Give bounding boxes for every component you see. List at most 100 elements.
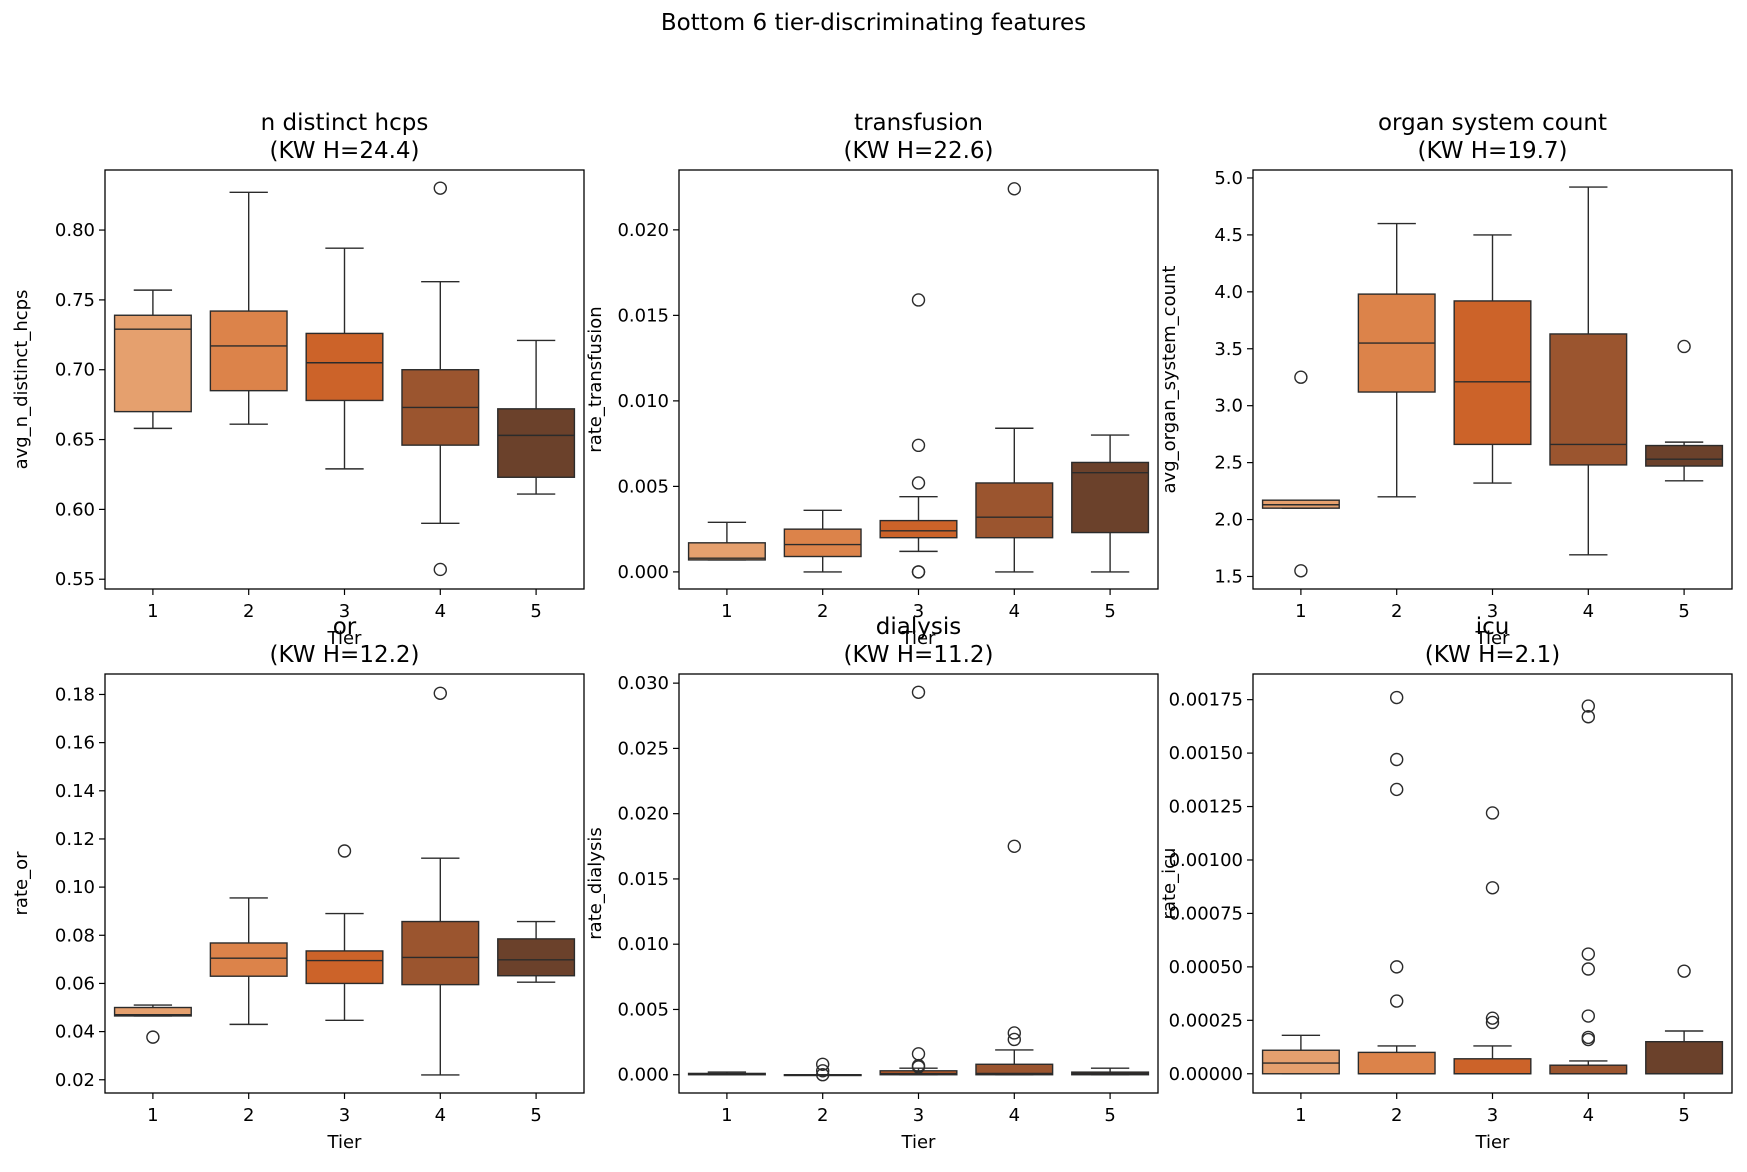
y-tick-label: 3.5 [1214,339,1243,360]
box-tier-2 [1357,222,1436,498]
subplot-3: organ system count(KW H=19.7) 1.5 2.0 2.5 3.… [1159,110,1733,649]
box-tier-2 [1357,690,1436,1075]
x-tick-label: 4 [1583,601,1594,622]
box-tier-5 [1071,1067,1150,1076]
subplot-subtitle: (KW H=11.2) [843,642,993,668]
subplot-title: n distinct hcps [261,110,429,136]
y-tick-label: 0.70 [55,360,95,381]
outlier-point [1581,962,1596,976]
subplot-title: organ system count [1378,110,1607,136]
outlier-point [816,1064,830,1078]
y-tick-label: 0.010 [617,391,669,412]
outlier-point [911,438,926,453]
outlier-point [1389,782,1404,797]
iqr-box [879,519,958,539]
x-tick-label: 3 [339,601,350,622]
subplot-6: icu(KW H=2.1) 0.00000 0.00025 0.00050 0.0007… [1159,614,1733,1153]
x-tick-label: 3 [913,601,924,622]
y-tick-label: 0.020 [617,220,669,241]
outlier-point [1581,699,1596,713]
box-tier-1 [1261,1034,1340,1075]
y-tick-label: 0.00075 [1169,903,1243,924]
x-tick-label: 3 [913,1105,924,1126]
y-tick-label: 0.00125 [1169,797,1243,818]
axes-frame [104,169,585,590]
x-tick-label: 2 [817,1105,828,1126]
iqr-box [497,938,576,977]
y-axis-label: rate_icu [1159,848,1180,920]
subplot-1: n distinct hcps(KW H=24.4) 0.55 0.60 0.65 0.… [11,110,585,649]
box-tier-4 [975,182,1054,573]
iqr-box [1357,1051,1436,1075]
y-tick-label: 0.18 [55,684,95,705]
x-tick-label: 5 [1678,1105,1689,1126]
box-tier-1 [687,521,766,561]
y-tick-label: 0.65 [55,430,95,451]
y-tick-label: 0.030 [617,673,669,694]
x-tick-label: 5 [1104,1105,1115,1126]
y-tick-label: 1.5 [1214,566,1243,587]
x-tick-label: 2 [243,1105,254,1126]
x-tick-label: 3 [1487,1105,1498,1126]
box-tier-1 [1261,370,1340,578]
subplot-4: or(KW H=12.2) 0.02 0.04 0.06 0.08 0.10 0.12 0.1… [11,614,585,1153]
x-tick-label: 5 [530,1105,541,1126]
x-tick-label: 4 [435,1105,446,1126]
box-tier-5 [1645,964,1724,1075]
x-tick-label: 2 [817,601,828,622]
iqr-box [113,314,192,413]
subplot-subtitle: (KW H=22.6) [843,138,993,164]
y-tick-label: 0.80 [55,220,95,241]
x-tick-label: 2 [243,601,254,622]
axes-frame [678,169,1159,590]
y-tick-label: 0.00100 [1169,850,1243,871]
box-tier-3 [305,247,384,470]
x-tick-label: 5 [530,601,541,622]
box-tier-1 [687,1071,766,1076]
iqr-box [1549,1064,1628,1075]
axes-frame [104,673,585,1094]
x-axis-label: Tier [1475,628,1511,649]
y-tick-label: 0.60 [55,499,95,520]
y-axis-label: rate_or [11,851,32,916]
box-tier-4 [1549,186,1628,556]
iqr-box [305,950,384,985]
y-tick-label: 0.16 [55,733,95,754]
iqr-box [687,542,766,561]
subplot-subtitle: (KW H=2.1) [1425,642,1560,668]
outlier-point [1389,994,1404,1008]
subplot-subtitle: (KW H=12.2) [269,642,419,668]
outlier-point [1389,960,1404,974]
iqr-box [975,1063,1054,1076]
y-tick-label: 0.010 [617,934,669,955]
y-tick-label: 0.000 [617,562,669,583]
subplot-title: dialysis [876,614,961,640]
x-tick-label: 2 [1391,1105,1402,1126]
outlier-point [911,1060,926,1074]
y-tick-label: 0.005 [617,999,669,1020]
y-tick-label: 0.00175 [1169,690,1243,711]
axes-frame [1252,169,1733,590]
x-tick-label: 4 [1009,601,1020,622]
iqr-box [113,1006,192,1017]
box-tier-2 [209,191,288,425]
outlier-point [1581,1009,1596,1023]
outlier-point [1294,370,1308,384]
axes-frame [678,673,1159,1094]
iqr-box [975,482,1054,539]
box-tier-1 [113,1004,192,1044]
y-tick-label: 4.0 [1214,282,1243,303]
x-tick-label: 4 [435,601,446,622]
x-tick-label: 3 [1487,601,1498,622]
outlier-point [1007,1026,1021,1040]
iqr-box [401,920,480,986]
iqr-box [1261,1049,1340,1075]
subplot-5: dialysis(KW H=11.2) 0.000 0.005 0.010 0.015 0… [585,614,1159,1153]
outlier-point [911,476,926,490]
subplot-title: transfusion [854,110,983,136]
outlier-point [1581,1032,1596,1047]
outlier-point [1007,839,1021,853]
outlier-point [1007,182,1021,196]
iqr-box [209,310,288,392]
